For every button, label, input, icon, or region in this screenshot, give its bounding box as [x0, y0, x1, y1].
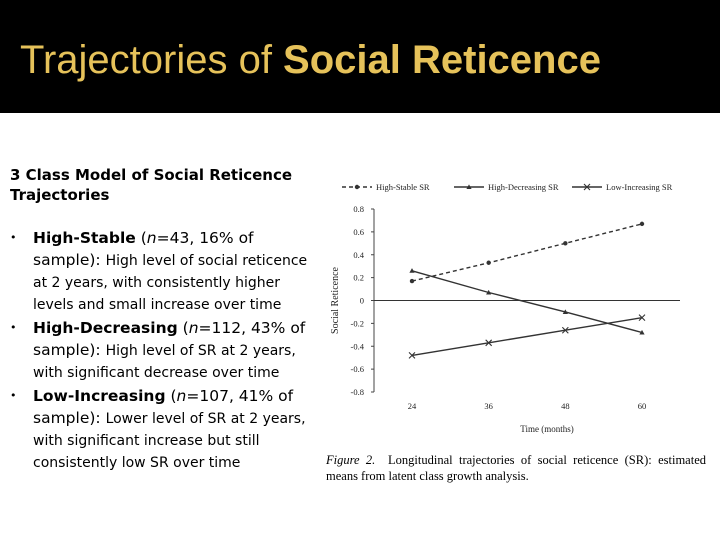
chart-plot-area: 0.8 0.6 0.4 0.2 0 -0.2 -0.4 -0.6 -0.8 24 36 48 60 Tim… [330, 204, 680, 434]
bullet-high-stable: • High-Stable (n=43, 16% of sample): Hig… [10, 229, 308, 313]
bullet-desc: High level of SR at 2 years, with signif… [33, 343, 296, 381]
bullet-dot-icon: • [10, 321, 17, 334]
bullet-n: n [188, 319, 199, 337]
legend-label: High-Decreasing SR [488, 182, 559, 192]
series-line-2 [411, 270, 643, 334]
data-point [409, 278, 415, 284]
title-bold: Social Reticence [283, 38, 601, 82]
slide-title: Trajectories of Social Reticence [20, 38, 601, 83]
x-tick-label: 24 [408, 401, 417, 411]
y-tick-label: 0 [360, 296, 364, 306]
y-tick-label: -0.2 [351, 318, 364, 328]
data-point [639, 221, 645, 227]
data-point [562, 309, 568, 314]
x-tick-label: 36 [484, 401, 493, 411]
figure-caption: Figure 2. Longitudinal trajectories of s… [326, 452, 706, 484]
bullet-name: High-Stable [33, 229, 136, 247]
bullet-name: Low-Increasing [33, 387, 166, 405]
data-point [561, 326, 569, 334]
bullet-list: • High-Stable (n=43, 16% of sample): Hig… [10, 227, 315, 473]
data-point [563, 241, 568, 246]
x-axis-label: Time (months) [520, 424, 573, 434]
series-line-1 [411, 223, 643, 282]
bullet-n: n [146, 229, 157, 247]
bullet-n: n [176, 387, 187, 405]
y-tick-label: -0.6 [351, 364, 364, 374]
bullet-desc: High level of social reticence at 2 year… [33, 253, 308, 313]
data-point [486, 260, 491, 265]
y-axis-label: Social Reticence [330, 266, 341, 333]
data-point [639, 329, 645, 335]
data-point [583, 183, 591, 191]
y-tick-label: -0.8 [351, 387, 364, 397]
y-tick-label: 0.2 [353, 273, 364, 283]
x-tick-label: 48 [561, 401, 570, 411]
bullet-detail: =107, 41% of sample): [33, 387, 294, 427]
bullet-desc: Lower level of SR at 2 years, with signi… [33, 411, 306, 471]
series-line-3 [411, 317, 643, 357]
caption-text: Longitudinal trajectories of social reti… [326, 453, 706, 483]
bullet-dot-icon: • [10, 389, 17, 402]
chart-legend: High-Stable SR High-Decreasing SR Low-Incr… [342, 182, 673, 192]
y-tick-label: 0.4 [353, 250, 364, 260]
y-tick-label: -0.4 [351, 341, 365, 351]
data-point [409, 268, 415, 273]
data-point [354, 184, 360, 190]
y-tick-label: 0.6 [353, 227, 364, 237]
bullet-detail: =112, 43% of sample): [33, 319, 306, 359]
title-prefix: Trajectories of [20, 38, 284, 82]
data-point [485, 339, 493, 347]
x-tick-label: 60 [638, 401, 647, 411]
data-point [466, 184, 472, 189]
legend-label: Low-Increasing SR [606, 182, 673, 192]
bullet-name: High-Decreasing [33, 319, 178, 337]
trajectory-chart: High-Stable SR High-Decreasing SR Low-Incr… [330, 182, 680, 434]
bullet-dot-icon: • [10, 231, 17, 244]
legend-label: High-Stable SR [376, 182, 430, 192]
y-tick-label: 0.8 [353, 204, 364, 214]
data-point [638, 314, 646, 322]
bullet-detail: =43, 16% of sample): [33, 229, 254, 269]
slide-content: 3 Class Model of Social Reticence Trajec… [0, 113, 720, 540]
title-bar: Trajectories of Social Reticence [0, 0, 720, 113]
bullet-low-increasing: • Low-Increasing (n=107, 41% of sample):… [10, 387, 306, 471]
caption-figure-label: Figure 2. [326, 453, 376, 467]
bullet-high-decreasing: • High-Decreasing (n=112, 43% of sample)… [10, 319, 306, 381]
data-point [486, 289, 492, 295]
section-heading: 3 Class Model of Social Reticence Trajec… [10, 166, 293, 204]
data-point [408, 352, 416, 359]
